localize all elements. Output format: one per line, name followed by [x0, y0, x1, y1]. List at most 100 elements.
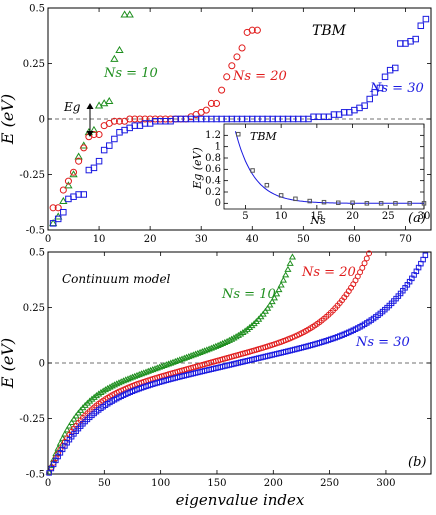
data-point [205, 345, 213, 352]
data-point [146, 115, 154, 123]
data-point [142, 368, 150, 375]
data-point [218, 86, 226, 94]
x-tick-label: 200 [264, 478, 283, 489]
data-point [95, 390, 103, 397]
x-tick-label: 40 [246, 234, 259, 245]
x-tick-label: 15 [310, 211, 323, 222]
inset-frame [223, 123, 425, 210]
data-point [381, 73, 389, 81]
data-point [120, 10, 129, 18]
data-point [243, 325, 251, 332]
data-point [366, 95, 373, 103]
data-point [171, 357, 179, 364]
data-point [361, 260, 368, 267]
data-point [80, 191, 87, 198]
inset-data-point [250, 168, 255, 173]
data-point [182, 353, 191, 360]
inset-data-point [350, 200, 355, 206]
data-point [100, 146, 108, 154]
data-point [59, 196, 68, 204]
data-point [115, 117, 124, 125]
data-point [110, 117, 118, 125]
data-point [366, 250, 373, 257]
data-point [89, 125, 99, 133]
x-tick-label: 50 [297, 234, 310, 245]
data-point [167, 359, 175, 366]
data-point [64, 177, 72, 185]
data-point [115, 45, 124, 53]
panel-a-series-label-ns30: Ns = 30 [369, 81, 424, 96]
data-point [162, 361, 170, 368]
data-point [63, 426, 71, 433]
gap-label: Eg [63, 100, 81, 114]
data-point [203, 346, 211, 353]
data-point [238, 44, 246, 52]
y-tick-label: -0.25 [19, 414, 45, 425]
x-tick-label: 0 [45, 478, 51, 489]
y-tick-label: -0.5 [26, 226, 45, 237]
x-tick-label: 20 [144, 234, 157, 245]
data-point [239, 328, 247, 336]
data-point [119, 377, 128, 384]
data-point [178, 355, 186, 362]
inset-data-point [364, 201, 370, 206]
x-tick-label: 60 [348, 234, 361, 245]
panel-a-panel-label: (a) [408, 211, 426, 226]
data-point [191, 350, 200, 357]
inset-data-point [293, 196, 298, 202]
y-tick-label: 0.5 [29, 4, 45, 15]
inset-points [236, 131, 427, 206]
data-point [173, 357, 182, 364]
x-tick-label: 30 [195, 234, 208, 245]
data-point [137, 370, 146, 377]
data-point [176, 356, 184, 363]
data-point [59, 186, 67, 194]
panel-b-xlabel: eigenvalue index [176, 491, 305, 509]
data-point [422, 15, 430, 23]
panel-b: 0 50 100 150 200 250 300 -0.5 -0.25 0 0.25 0.5 E (… [0, 248, 432, 509]
data-point [151, 365, 159, 372]
y-tick-label: 0.25 [23, 59, 45, 70]
data-point [122, 376, 130, 383]
inset-data-point [393, 201, 398, 206]
data-point [223, 73, 231, 81]
data-point [126, 115, 134, 123]
data-point [141, 115, 149, 123]
data-point [117, 378, 125, 385]
x-tick-label: 30 [418, 211, 431, 222]
data-point [359, 264, 366, 271]
data-point [95, 131, 103, 139]
inset-data-point [336, 200, 341, 206]
y-tick-label: 0 [39, 359, 45, 370]
panel-b-model-label: Continuum model [62, 272, 171, 286]
inset-data-point [278, 193, 284, 198]
data-point [135, 371, 143, 378]
data-point [72, 412, 80, 419]
y-tick-label: 0.8 [205, 153, 221, 164]
data-point [248, 26, 256, 34]
inset-chart: 5 10 15 20 25 30 00.20.40.60.811.2 TBM Eg (eV… [191, 123, 431, 227]
inset-data-point [378, 201, 384, 206]
data-point [202, 106, 210, 114]
data-point [417, 22, 425, 30]
data-point [75, 157, 83, 165]
data-point [275, 286, 283, 293]
data-point [233, 53, 241, 61]
data-point [371, 89, 379, 96]
data-point [115, 379, 123, 386]
x-tick-label: 100 [151, 478, 170, 489]
panel-b-ylabel: E (eV) [0, 338, 17, 389]
gap-arrow-head-down [86, 131, 94, 137]
data-point [270, 294, 278, 301]
data-point [268, 297, 276, 305]
x-tick-label: 70 [399, 234, 412, 245]
data-point [241, 327, 249, 334]
data-point [133, 371, 141, 378]
data-point [376, 84, 384, 92]
inset-fit-curve [234, 131, 424, 204]
data-point [261, 307, 269, 314]
y-tick-label: 1.2 [205, 130, 221, 141]
x-tick-label: 0 [45, 234, 51, 245]
data-point [194, 349, 202, 356]
data-point [106, 142, 113, 149]
